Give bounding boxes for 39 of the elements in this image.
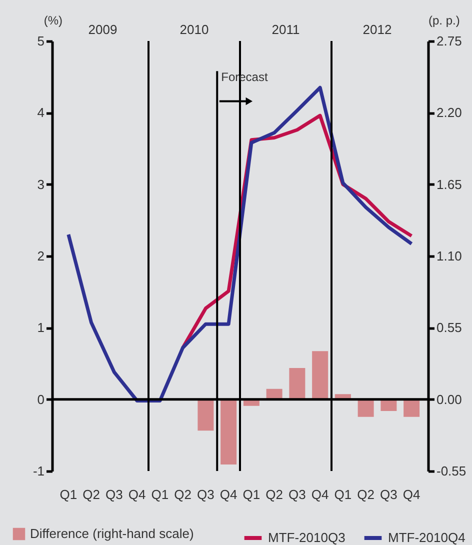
x-tick-label: Q2 [357, 487, 374, 502]
text: 2012 [362, 22, 392, 37]
x-tick-label: Q3 [197, 487, 214, 502]
x-tick-label: Q2 [82, 487, 100, 502]
x-tick-label: Q3 [106, 487, 123, 502]
y-tick-label: 3 [37, 176, 44, 192]
x-tick-label: Q3 [288, 487, 306, 502]
y-axis-title: (%) [44, 14, 62, 28]
y2-axis-title: (p. p.) [428, 14, 460, 28]
y-tick-label: 2 [37, 248, 44, 264]
y-tick-label: 5 [37, 34, 44, 48]
y2-tick-label: 2.75 [436, 34, 462, 48]
x-tick-label: Q4 [128, 487, 146, 502]
text: 2009 [88, 22, 118, 37]
x-tick-label: Q1 [151, 487, 169, 502]
x-tick-label: Q4 [402, 487, 420, 502]
x-tick-label: Q1 [60, 487, 78, 502]
text: 2010 [180, 22, 209, 37]
y-tick-label: 4 [37, 105, 44, 120]
y2-tick-label: 0.00 [436, 392, 462, 407]
y2-tick-label: 1.65 [436, 176, 462, 192]
x-tick-label: Q4 [220, 487, 238, 502]
x-tick-label: Q3 [380, 487, 398, 502]
y2-tick-label: -0.55 [436, 464, 466, 478]
x-tick-label: Q1 [242, 487, 260, 502]
x-tick-label: Q2 [174, 487, 192, 502]
x-tick-label: Q2 [266, 487, 283, 502]
legend-label: MTF-2010Q3 [268, 530, 346, 545]
text: 2011 [272, 22, 300, 37]
y2-tick-label: 0.55 [436, 320, 462, 336]
y2-tick-label: 1.10 [436, 248, 462, 264]
y-tick-label: -1 [32, 464, 44, 478]
y-tick-label: 1 [37, 320, 44, 336]
y-tick-label: 0 [37, 392, 44, 407]
y2-tick-label: 2.20 [436, 105, 462, 120]
legend-label: MTF-2010Q4 [388, 530, 466, 545]
x-tick-label: Q1 [334, 487, 352, 502]
x-tick-label: Q4 [311, 487, 329, 502]
legend-label: Difference (right-hand scale) [30, 526, 194, 541]
